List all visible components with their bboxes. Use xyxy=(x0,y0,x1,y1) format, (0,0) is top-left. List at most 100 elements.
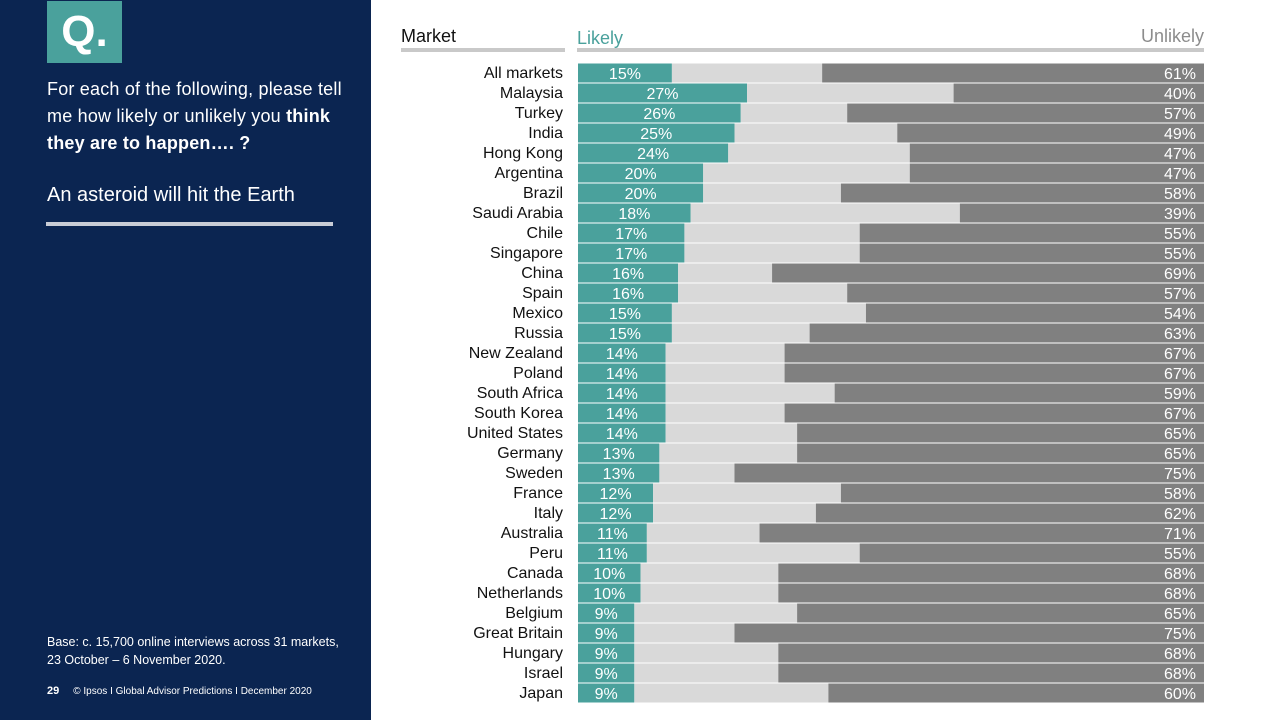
topic-divider xyxy=(46,222,333,226)
bar-likely xyxy=(578,403,666,423)
unlikely-value-label: 67% xyxy=(1164,346,1196,363)
unlikely-value-label: 47% xyxy=(1164,166,1196,183)
unlikely-value-label: 57% xyxy=(1164,286,1196,303)
bar-unlikely xyxy=(840,183,1204,203)
category-label: Singapore xyxy=(490,245,563,262)
unlikely-value-label: 68% xyxy=(1164,646,1196,663)
bar-neutral xyxy=(634,643,779,663)
bar-unlikely xyxy=(809,323,1204,343)
likely-value-label: 17% xyxy=(615,246,647,263)
bar-unlikely xyxy=(778,563,1204,583)
category-label: Peru xyxy=(529,545,563,562)
unlikely-value-label: 65% xyxy=(1164,446,1196,463)
category-label: Mexico xyxy=(512,305,563,322)
bar-likely xyxy=(578,623,635,643)
bar-unlikely xyxy=(865,303,1204,323)
bar-unlikely xyxy=(828,683,1204,703)
category-label: All markets xyxy=(484,65,563,82)
likely-value-label: 14% xyxy=(606,346,638,363)
bar-unlikely xyxy=(734,463,1204,483)
bar-neutral xyxy=(665,423,798,443)
unlikely-header: Unlikely xyxy=(1140,26,1204,46)
unlikely-value-label: 71% xyxy=(1164,526,1196,543)
question-text-bold: think they are to happen…. ? xyxy=(47,106,331,153)
bar-neutral xyxy=(747,83,954,103)
likely-value-label: 13% xyxy=(603,446,635,463)
bar-likely xyxy=(578,203,691,223)
bar-likely xyxy=(578,663,635,683)
likely-value-label: 26% xyxy=(643,106,675,123)
category-label: Great Britain xyxy=(473,625,563,642)
likely-value-label: 25% xyxy=(640,126,672,143)
bar-neutral xyxy=(740,103,848,123)
category-label: Italy xyxy=(534,505,563,522)
category-label: Japan xyxy=(519,685,563,702)
bar-likely xyxy=(578,483,654,503)
bar-unlikely xyxy=(847,103,1204,123)
bar-unlikely xyxy=(822,63,1204,83)
bar-unlikely xyxy=(778,643,1204,663)
bar-unlikely xyxy=(784,363,1204,383)
bar-likely xyxy=(578,143,729,163)
bar-neutral xyxy=(671,63,823,83)
bar-likely xyxy=(578,123,735,143)
bar-neutral xyxy=(728,143,910,163)
unlikely-value-label: 40% xyxy=(1164,86,1196,103)
unlikely-value-label: 67% xyxy=(1164,366,1196,383)
category-label: Netherlands xyxy=(477,585,563,602)
likely-value-label: 14% xyxy=(606,406,638,423)
bar-neutral xyxy=(646,523,760,543)
category-label: Canada xyxy=(507,565,563,582)
bar-likely xyxy=(578,163,704,183)
likely-value-label: 12% xyxy=(600,486,632,503)
bar-unlikely xyxy=(759,523,1204,543)
bar-neutral xyxy=(684,223,860,243)
question-text: For each of the following, please tell m… xyxy=(47,76,347,157)
category-label: Russia xyxy=(514,325,563,342)
left-panel: Q. For each of the following, please tel… xyxy=(0,0,371,720)
bar-neutral xyxy=(703,183,841,203)
bar-unlikely xyxy=(959,203,1204,223)
unlikely-value-label: 54% xyxy=(1164,306,1196,323)
likely-value-label: 27% xyxy=(646,86,678,103)
unlikely-value-label: 58% xyxy=(1164,486,1196,503)
bar-neutral xyxy=(640,563,779,583)
bar-unlikely xyxy=(859,243,1204,263)
likely-value-label: 15% xyxy=(609,306,641,323)
footer: 29 © Ipsos I Global Advisor Predictions I… xyxy=(47,684,367,699)
bar-neutral xyxy=(646,543,860,563)
bar-unlikely xyxy=(840,483,1204,503)
bar-likely xyxy=(578,563,641,583)
unlikely-value-label: 55% xyxy=(1164,246,1196,263)
bar-neutral xyxy=(659,463,735,483)
unlikely-value-label: 55% xyxy=(1164,226,1196,243)
copyright-text: © Ipsos I Global Advisor Predictions I D… xyxy=(73,686,312,697)
bar-neutral xyxy=(653,503,816,523)
likely-value-label: 15% xyxy=(609,326,641,343)
unlikely-value-label: 60% xyxy=(1164,686,1196,703)
bar-unlikely xyxy=(797,443,1204,463)
unlikely-value-label: 39% xyxy=(1164,206,1196,223)
likely-value-label: 12% xyxy=(600,506,632,523)
likely-value-label: 10% xyxy=(593,586,625,603)
bar-unlikely xyxy=(859,223,1204,243)
base-note: Base: c. 15,700 online interviews across… xyxy=(47,635,339,667)
likely-header: Likely xyxy=(577,28,624,48)
unlikely-value-label: 68% xyxy=(1164,566,1196,583)
bar-unlikely xyxy=(797,603,1204,623)
unlikely-value-label: 68% xyxy=(1164,666,1196,683)
bar-likely xyxy=(578,263,679,283)
unlikely-value-label: 47% xyxy=(1164,146,1196,163)
category-label: Sweden xyxy=(505,465,563,482)
likely-value-label: 17% xyxy=(615,226,647,243)
bar-likely xyxy=(578,363,666,383)
bar-likely xyxy=(578,643,635,663)
bar-neutral xyxy=(665,403,785,423)
bar-neutral xyxy=(634,663,779,683)
bar-unlikely xyxy=(797,423,1204,443)
bar-likely xyxy=(578,423,666,443)
likely-value-label: 24% xyxy=(637,146,669,163)
category-label: Malaysia xyxy=(500,85,563,102)
likely-value-label: 16% xyxy=(612,286,644,303)
category-label: Poland xyxy=(513,365,563,382)
